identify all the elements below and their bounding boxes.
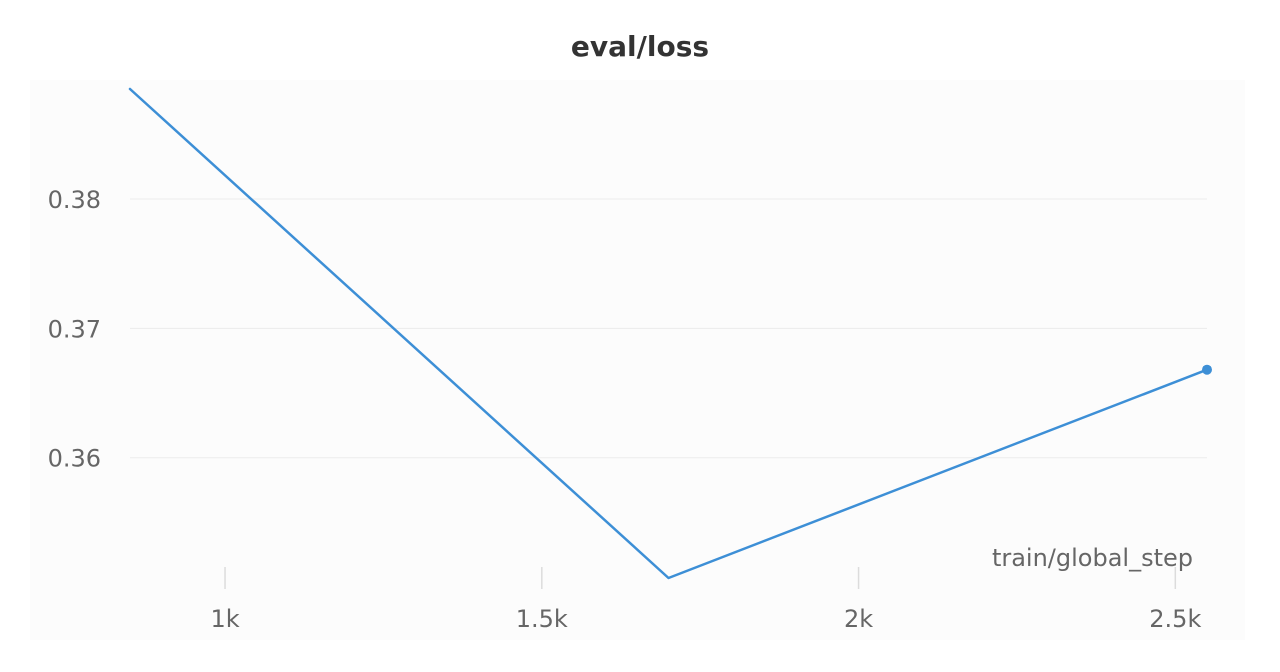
y-tick-label: 0.38: [48, 186, 101, 214]
x-tick-label: 1.5k: [516, 605, 568, 633]
x-tick-label: 2.5k: [1149, 605, 1201, 633]
y-tick-label: 0.36: [48, 445, 101, 473]
x-axis-label: train/global_step: [992, 544, 1193, 572]
x-tick-label: 2k: [844, 605, 873, 633]
data-point: [1202, 365, 1212, 375]
y-tick-label: 0.37: [48, 315, 101, 343]
x-tick-label: 1k: [210, 605, 239, 633]
